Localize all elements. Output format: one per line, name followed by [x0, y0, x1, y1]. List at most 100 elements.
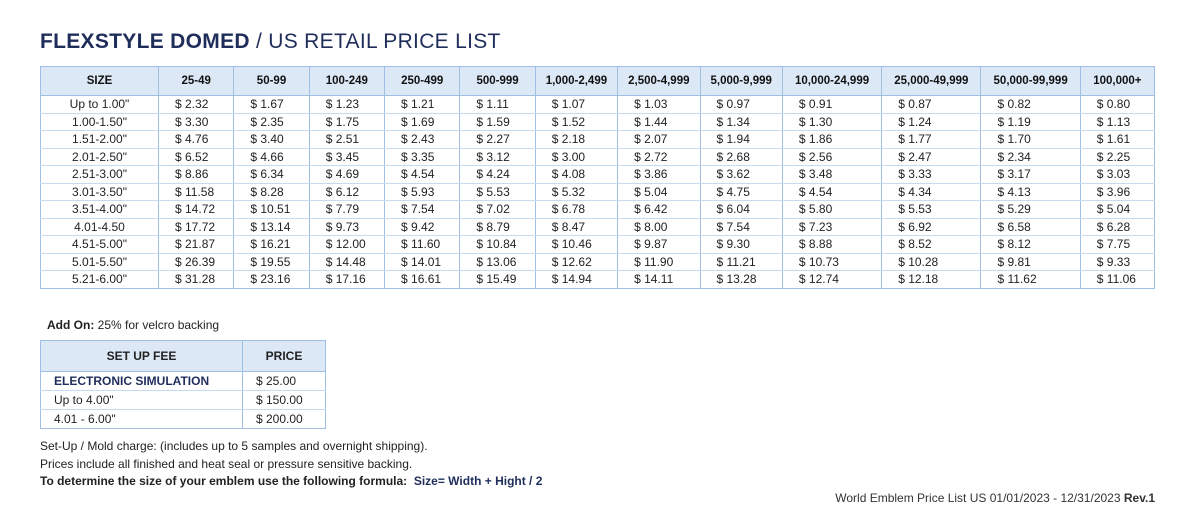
table-row: Up to 1.00" $ 2.32 $ 1.67 $ 1.23 $ 1.21 $ 1.1…: [40, 95, 1156, 114]
quantity-column-header: 25,000-49,999: [881, 66, 982, 96]
price-cell: $ 5.80: [781, 200, 883, 219]
title-subtitle: US RETAIL PRICE LIST: [268, 30, 501, 53]
price-cell: $ 7.75: [1079, 235, 1156, 254]
price-cell: $ 3.33: [881, 165, 982, 184]
price-cell: $ 10.51: [233, 200, 310, 219]
price-cell: $ 0.80: [1079, 95, 1156, 114]
price-cell: $ 0.97: [699, 95, 783, 114]
price-cell: $ 6.12: [308, 183, 386, 201]
price-cell: $ 11.60: [384, 235, 461, 254]
setup-fee-price: $ 200.00: [242, 409, 326, 429]
price-cell: $ 1.52: [534, 113, 619, 131]
price-cell: $ 10.28: [881, 253, 982, 271]
addon-note: Add On: 25% for velcro backing: [47, 318, 219, 332]
quantity-column-header: 100,000+: [1079, 66, 1156, 96]
table-row: 5.01-5.50" $ 26.39 $ 19.55 $ 14.48 $ 14.01 $ …: [40, 253, 1156, 271]
footer-revision: Rev.1: [1123, 491, 1155, 505]
price-cell: $ 1.11: [459, 95, 536, 114]
price-cell: $ 3.86: [617, 165, 701, 184]
note-size-formula: To determine the size of your emblem use…: [40, 474, 542, 488]
price-cell: $ 7.23: [781, 218, 883, 236]
price-cell: $ 1.94: [699, 130, 783, 149]
price-table-body: Up to 1.00" $ 2.32 $ 1.67 $ 1.23 $ 1.21 $ 1.1…: [40, 95, 1156, 289]
price-cell: $ 5.32: [534, 183, 619, 201]
price-cell: $ 17.16: [308, 270, 386, 289]
price-cell: $ 4.75: [699, 183, 783, 201]
size-cell: Up to 1.00": [40, 95, 159, 114]
price-cell: $ 13.14: [233, 218, 310, 236]
price-cell: $ 10.84: [459, 235, 536, 254]
setup-fee-label: Up to 4.00": [40, 390, 243, 410]
price-cell: $ 1.21: [384, 95, 461, 114]
price-cell: $ 8.28: [233, 183, 310, 201]
size-cell: 1.51-2.00": [40, 130, 159, 149]
price-cell: $ 1.03: [617, 95, 701, 114]
size-column-header: SIZE: [40, 66, 159, 96]
price-cell: $ 1.44: [617, 113, 701, 131]
price-cell: $ 0.91: [781, 95, 883, 114]
price-cell: $ 2.56: [781, 148, 883, 166]
price-cell: $ 1.13: [1079, 113, 1156, 131]
setup-fee-row: ELECTRONIC SIMULATION $ 25.00: [40, 371, 326, 391]
price-cell: $ 10.46: [534, 235, 619, 254]
note-backing: Prices include all finished and heat sea…: [40, 457, 413, 471]
addon-label: Add On:: [47, 318, 95, 332]
price-cell: $ 8.00: [617, 218, 701, 236]
price-cell: $ 2.43: [384, 130, 461, 149]
price-cell: $ 21.87: [157, 235, 235, 254]
table-row: 4.51-5.00" $ 21.87 $ 16.21 $ 12.00 $ 11.60 $ …: [40, 235, 1156, 254]
formula-text: Size= Width + Hight / 2: [413, 474, 543, 488]
price-cell: $ 3.17: [980, 165, 1081, 184]
table-row: 5.21-6.00" $ 31.28 $ 23.16 $ 17.16 $ 16.61 $ …: [40, 270, 1156, 289]
note-setup-charge: Set-Up / Mold charge: (includes up to 5 …: [40, 439, 428, 453]
price-cell: $ 6.52: [157, 148, 235, 166]
addon-text: 25% for velcro backing: [94, 318, 220, 332]
price-cell: $ 8.88: [781, 235, 883, 254]
price-cell: $ 4.66: [233, 148, 310, 166]
setup-fee-price: $ 25.00: [242, 371, 326, 391]
price-cell: $ 11.62: [980, 270, 1081, 289]
price-cell: $ 4.08: [534, 165, 619, 184]
price-table: SIZE 25-49 50-99 100-249 250-499 500-999 1,000…: [40, 66, 1156, 289]
price-cell: $ 6.92: [881, 218, 982, 236]
setup-fee-row: Up to 4.00" $ 150.00: [40, 390, 326, 410]
setup-fee-row: 4.01 - 6.00" $ 200.00: [40, 409, 326, 429]
setup-price-header: PRICE: [242, 340, 326, 372]
price-cell: $ 15.49: [459, 270, 536, 289]
price-cell: $ 1.70: [980, 130, 1081, 149]
price-cell: $ 13.06: [459, 253, 536, 271]
price-cell: $ 3.00: [534, 148, 619, 166]
table-row: 3.01-3.50" $ 11.58 $ 8.28 $ 6.12 $ 5.93 $ 5.5…: [40, 183, 1156, 201]
table-row: 3.51-4.00" $ 14.72 $ 10.51 $ 7.79 $ 7.54 $ 7.…: [40, 200, 1156, 219]
price-cell: $ 2.27: [459, 130, 536, 149]
size-cell: 2.51-3.00": [40, 165, 159, 184]
price-cell: $ 1.75: [308, 113, 386, 131]
price-cell: $ 3.35: [384, 148, 461, 166]
price-cell: $ 8.47: [534, 218, 619, 236]
quantity-column-header: 25-49: [157, 66, 235, 96]
price-cell: $ 14.11: [617, 270, 701, 289]
price-cell: $ 12.00: [308, 235, 386, 254]
price-cell: $ 4.24: [459, 165, 536, 184]
price-cell: $ 9.81: [980, 253, 1081, 271]
price-cell: $ 9.42: [384, 218, 461, 236]
price-cell: $ 3.96: [1079, 183, 1156, 201]
price-cell: $ 14.72: [157, 200, 235, 219]
price-cell: $ 6.04: [699, 200, 783, 219]
size-cell: 2.01-2.50": [40, 148, 159, 166]
price-cell: $ 1.19: [980, 113, 1081, 131]
price-cell: $ 2.51: [308, 130, 386, 149]
price-cell: $ 8.12: [980, 235, 1081, 254]
table-row: 2.01-2.50" $ 6.52 $ 4.66 $ 3.45 $ 3.35 $ 3.12…: [40, 148, 1156, 166]
price-cell: $ 1.77: [881, 130, 982, 149]
price-cell: $ 26.39: [157, 253, 235, 271]
price-cell: $ 1.61: [1079, 130, 1156, 149]
price-cell: $ 1.34: [699, 113, 783, 131]
price-cell: $ 4.76: [157, 130, 235, 149]
quantity-column-header: 5,000-9,999: [699, 66, 783, 96]
price-cell: $ 16.61: [384, 270, 461, 289]
price-cell: $ 3.03: [1079, 165, 1156, 184]
price-cell: $ 4.13: [980, 183, 1081, 201]
price-cell: $ 1.24: [881, 113, 982, 131]
price-cell: $ 31.28: [157, 270, 235, 289]
